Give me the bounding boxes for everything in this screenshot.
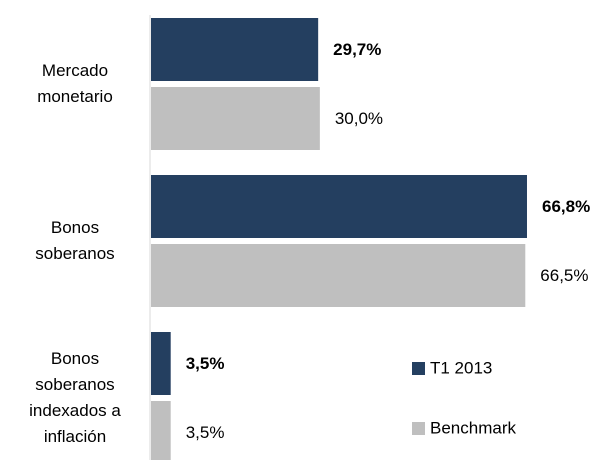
legend-label: Benchmark [430, 418, 516, 437]
value-label: 3,5% [186, 354, 225, 373]
bar [151, 18, 319, 81]
category-label: Bonos soberanos [35, 218, 115, 263]
legend-label: T1 2013 [430, 358, 492, 377]
bar [151, 87, 320, 150]
category-label: Mercado monetario [37, 61, 113, 106]
bar [151, 332, 171, 395]
value-label: 29,7% [333, 40, 381, 59]
bar [151, 401, 171, 460]
bar [151, 244, 526, 307]
legend-swatch [412, 422, 425, 435]
bar [151, 175, 527, 238]
value-label: 66,5% [540, 266, 588, 285]
value-label: 66,8% [542, 197, 590, 216]
legend-swatch [412, 362, 425, 375]
value-label: 3,5% [186, 423, 225, 442]
category-label: Bonos soberanos indexados a inflación [29, 349, 121, 446]
value-label: 30,0% [335, 109, 383, 128]
